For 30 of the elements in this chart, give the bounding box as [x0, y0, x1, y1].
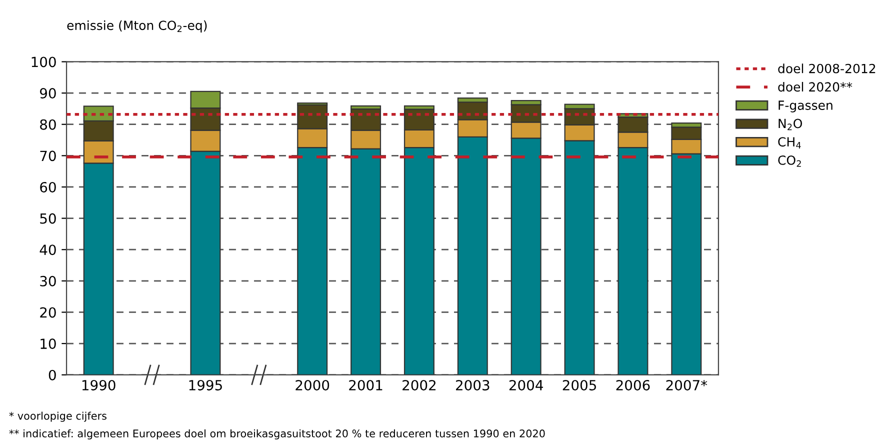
x-tick-label: 2006: [616, 380, 650, 390]
x-tick-label: 1995: [189, 380, 222, 390]
legend-label: F-gassen: [778, 100, 832, 112]
y-tick-label: 10: [40, 338, 56, 350]
y-tick-label: 30: [40, 276, 56, 286]
y-tick-label: 60: [40, 182, 56, 192]
x-tick-label: 2003: [456, 380, 490, 390]
y-axis-title: emissie (Mton CO$_{2}$-eq): [67, 20, 207, 32]
legend-label: N$_{2}$O: [778, 118, 802, 130]
x-tick-label: 2005: [562, 380, 596, 390]
x-tick-label: 2007*: [666, 380, 708, 390]
x-tick-label: 2001: [349, 380, 382, 390]
y-tick-label: 40: [40, 244, 56, 256]
legend-label: doel 2020**: [778, 82, 852, 92]
y-tick-label: 70: [40, 150, 56, 162]
legend-label: CH$_{4}$: [778, 137, 801, 148]
text: ** indicatief: algemeen Europees doel om broeikasgasuitstoot 20 % te reduceren tussen 1990 en 2020: [9, 429, 545, 440]
y-tick-label: 90: [40, 88, 56, 99]
text: * voorlopige cijfers: [9, 412, 106, 422]
y-tick-label: 20: [40, 307, 56, 318]
legend-label: doel 2008-2012: [778, 64, 876, 74]
y-tick-label: 100: [32, 56, 56, 68]
legend-label: CO$_{2}$: [778, 155, 801, 167]
x-tick-label: 2000: [296, 380, 330, 390]
y-tick-label: 80: [40, 119, 56, 130]
x-tick-label: 2004: [509, 380, 543, 390]
y-tick-label: 50: [40, 213, 56, 224]
x-tick-label: 1990: [82, 380, 116, 390]
y-tick-label: 0: [48, 370, 56, 380]
x-tick-label: 2002: [402, 380, 436, 390]
